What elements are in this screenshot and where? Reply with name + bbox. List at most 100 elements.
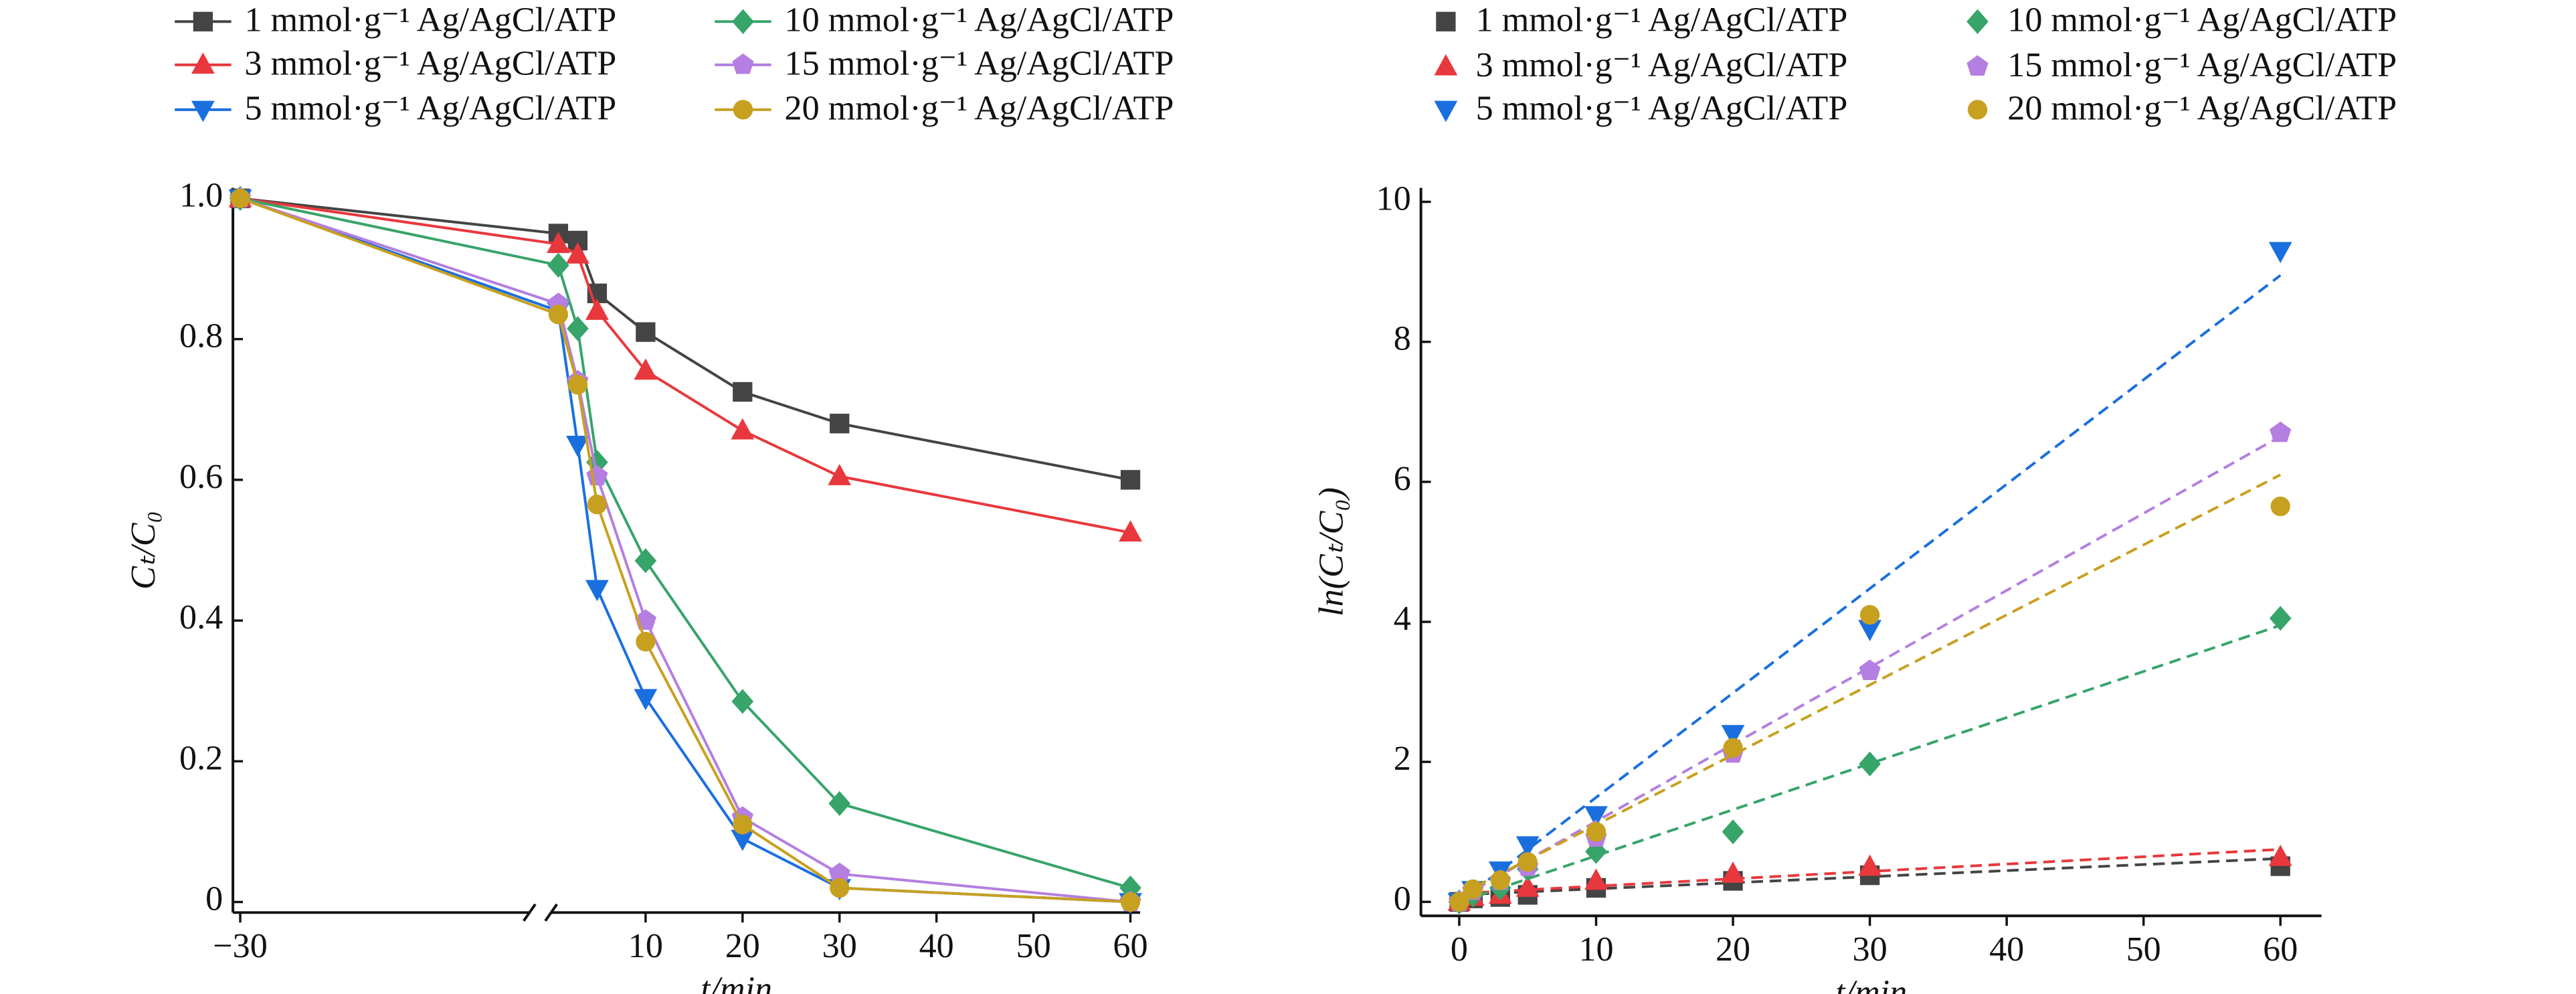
y-tick-label: 6 bbox=[1394, 460, 1411, 498]
marker bbox=[731, 418, 755, 440]
x-tick-label: 10 bbox=[628, 927, 663, 965]
marker bbox=[830, 878, 850, 898]
series-line bbox=[240, 197, 1131, 904]
legend-marker bbox=[733, 100, 753, 120]
marker bbox=[585, 580, 609, 602]
marker bbox=[1584, 868, 1608, 890]
legend-marker bbox=[732, 9, 754, 34]
marker bbox=[566, 242, 589, 264]
y-axis-label: ln(Cₜ/C₀) bbox=[1313, 487, 1351, 616]
fit-line bbox=[1458, 435, 2282, 900]
marker bbox=[733, 382, 753, 402]
y-tick-label: 0.8 bbox=[179, 317, 223, 355]
legend-marker bbox=[1966, 55, 1989, 76]
legend-label: 1 mmol·g⁻¹ Ag/AgCl/ATP bbox=[1476, 1, 1848, 39]
marker bbox=[828, 791, 851, 816]
marker bbox=[566, 436, 589, 457]
legend-marker bbox=[193, 11, 213, 31]
marker bbox=[1515, 836, 1540, 858]
marker bbox=[1859, 604, 1880, 625]
legend-label: 10 mmol·g⁻¹ Ag/AgCl/ATP bbox=[2007, 1, 2397, 39]
marker bbox=[1858, 854, 1881, 876]
legend-label: 3 mmol·g⁻¹ Ag/AgCl/ATP bbox=[245, 44, 617, 82]
legend-label: 5 mmol·g⁻¹ Ag/AgCl/ATP bbox=[1476, 89, 1848, 127]
legend-marker bbox=[191, 100, 215, 122]
marker bbox=[1859, 751, 1881, 776]
marker bbox=[828, 464, 852, 485]
fit-line bbox=[1459, 473, 2282, 896]
x-tick-label: 50 bbox=[2126, 930, 2161, 969]
marker bbox=[2270, 856, 2290, 876]
marker bbox=[1120, 470, 1141, 490]
marker bbox=[830, 414, 850, 434]
y-tick-label: 0 bbox=[1394, 880, 1411, 918]
legend-marker bbox=[191, 52, 215, 74]
marker bbox=[567, 375, 588, 395]
x-tick-label: 60 bbox=[2263, 930, 2298, 969]
marker bbox=[585, 299, 609, 320]
series-line bbox=[240, 197, 1131, 904]
marker bbox=[1119, 520, 1142, 542]
legend-label: 10 mmol·g⁻¹ Ag/AgCl/ATP bbox=[785, 1, 1174, 39]
x-tick-label: 30 bbox=[1853, 930, 1888, 969]
marker bbox=[2270, 421, 2292, 442]
y-tick-label: 0.6 bbox=[179, 458, 223, 496]
marker bbox=[1463, 879, 1483, 900]
legend-marker bbox=[1967, 100, 1988, 120]
marker bbox=[1722, 819, 1744, 845]
x-tick-label: 30 bbox=[822, 927, 857, 965]
y-tick-label: 10 bbox=[1376, 179, 1411, 218]
legend-label: 15 mmol·g⁻¹ Ag/AgCl/ATP bbox=[785, 44, 1174, 82]
marker bbox=[2269, 606, 2292, 631]
y-tick-label: 4 bbox=[1394, 600, 1411, 638]
marker bbox=[2268, 242, 2292, 264]
marker bbox=[2268, 844, 2292, 866]
marker bbox=[634, 689, 658, 711]
x-tick-label: 20 bbox=[1716, 930, 1750, 969]
marker bbox=[1517, 852, 1538, 872]
series-line bbox=[240, 197, 1131, 904]
x-tick-label: 0 bbox=[1451, 930, 1468, 969]
legend-label: 20 mmol·g⁻¹ Ag/AgCl/ATP bbox=[2007, 89, 2397, 127]
x-tick-label: 60 bbox=[1113, 927, 1147, 965]
y-tick-label: 1.0 bbox=[179, 176, 223, 214]
marker bbox=[547, 252, 569, 278]
marker bbox=[548, 305, 569, 325]
x-tick-label: 20 bbox=[725, 927, 760, 965]
legend-label: 1 mmol·g⁻¹ Ag/AgCl/ATP bbox=[245, 1, 617, 39]
marker bbox=[733, 815, 753, 835]
series-line bbox=[240, 197, 1131, 890]
x-tick-label: 40 bbox=[1989, 930, 2024, 969]
marker bbox=[1721, 725, 1745, 746]
marker bbox=[1721, 861, 1745, 883]
marker bbox=[2270, 496, 2290, 517]
marker bbox=[1490, 870, 1510, 890]
axis-break bbox=[544, 903, 558, 922]
axis-break bbox=[523, 903, 537, 922]
y-axis-label: Cₜ/C₀ bbox=[124, 511, 163, 590]
x-axis-label: t/min bbox=[701, 970, 772, 994]
legend-marker bbox=[1434, 100, 1458, 122]
fit-line bbox=[1458, 274, 2282, 903]
series-line bbox=[240, 197, 1131, 481]
marker bbox=[587, 494, 608, 515]
marker bbox=[1120, 892, 1141, 912]
x-axis-label: t/min bbox=[1835, 973, 1907, 994]
marker bbox=[1586, 822, 1606, 842]
marker bbox=[634, 548, 657, 574]
fit-line bbox=[1459, 624, 2281, 904]
legend-label: 15 mmol·g⁻¹ Ag/AgCl/ATP bbox=[2007, 46, 2397, 84]
legend-marker bbox=[732, 53, 754, 74]
marker bbox=[634, 358, 658, 380]
marker bbox=[636, 631, 656, 652]
marker bbox=[1859, 659, 1881, 680]
marker bbox=[567, 316, 589, 341]
y-tick-label: 0.4 bbox=[179, 598, 223, 637]
x-tick-label: −30 bbox=[213, 927, 268, 965]
marker bbox=[1584, 806, 1608, 828]
legend-label: 20 mmol·g⁻¹ Ag/AgCl/ATP bbox=[785, 89, 1174, 127]
legend-marker bbox=[1966, 9, 1989, 34]
marker bbox=[636, 322, 656, 342]
marker bbox=[1723, 738, 1743, 758]
